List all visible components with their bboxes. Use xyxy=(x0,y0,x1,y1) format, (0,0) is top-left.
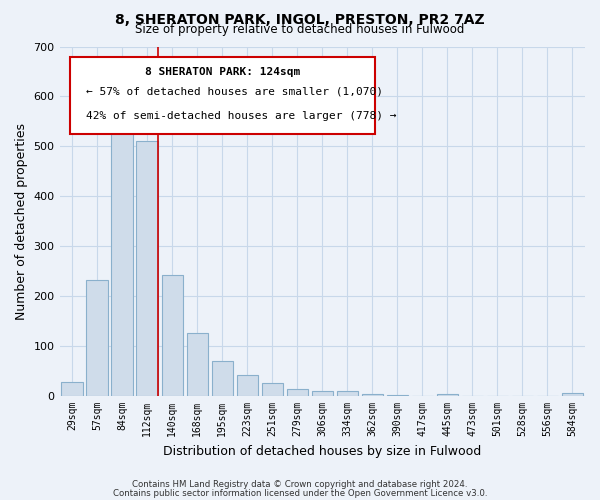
Bar xyxy=(112,112,133,396)
Bar xyxy=(362,394,383,396)
Text: Contains public sector information licensed under the Open Government Licence v3: Contains public sector information licen… xyxy=(113,488,487,498)
Bar xyxy=(187,332,208,396)
Bar xyxy=(236,374,258,396)
Text: 8 SHERATON PARK: 124sqm: 8 SHERATON PARK: 124sqm xyxy=(145,68,300,78)
Bar xyxy=(311,391,333,396)
Bar xyxy=(136,142,158,396)
X-axis label: Distribution of detached houses by size in Fulwood: Distribution of detached houses by size … xyxy=(163,444,481,458)
Bar xyxy=(387,395,408,396)
Bar xyxy=(437,394,458,396)
Bar xyxy=(287,389,308,396)
Bar xyxy=(86,280,108,396)
Text: Contains HM Land Registry data © Crown copyright and database right 2024.: Contains HM Land Registry data © Crown c… xyxy=(132,480,468,489)
Bar xyxy=(61,382,83,396)
Y-axis label: Number of detached properties: Number of detached properties xyxy=(15,123,28,320)
Bar xyxy=(262,382,283,396)
Bar xyxy=(337,390,358,396)
Text: ← 57% of detached houses are smaller (1,070): ← 57% of detached houses are smaller (1,… xyxy=(86,86,383,97)
Text: Size of property relative to detached houses in Fulwood: Size of property relative to detached ho… xyxy=(136,22,464,36)
Bar xyxy=(212,361,233,396)
Text: 8, SHERATON PARK, INGOL, PRESTON, PR2 7AZ: 8, SHERATON PARK, INGOL, PRESTON, PR2 7A… xyxy=(115,12,485,26)
FancyBboxPatch shape xyxy=(70,57,375,134)
Text: 42% of semi-detached houses are larger (778) →: 42% of semi-detached houses are larger (… xyxy=(86,111,397,121)
Bar xyxy=(161,275,183,396)
Bar xyxy=(562,393,583,396)
